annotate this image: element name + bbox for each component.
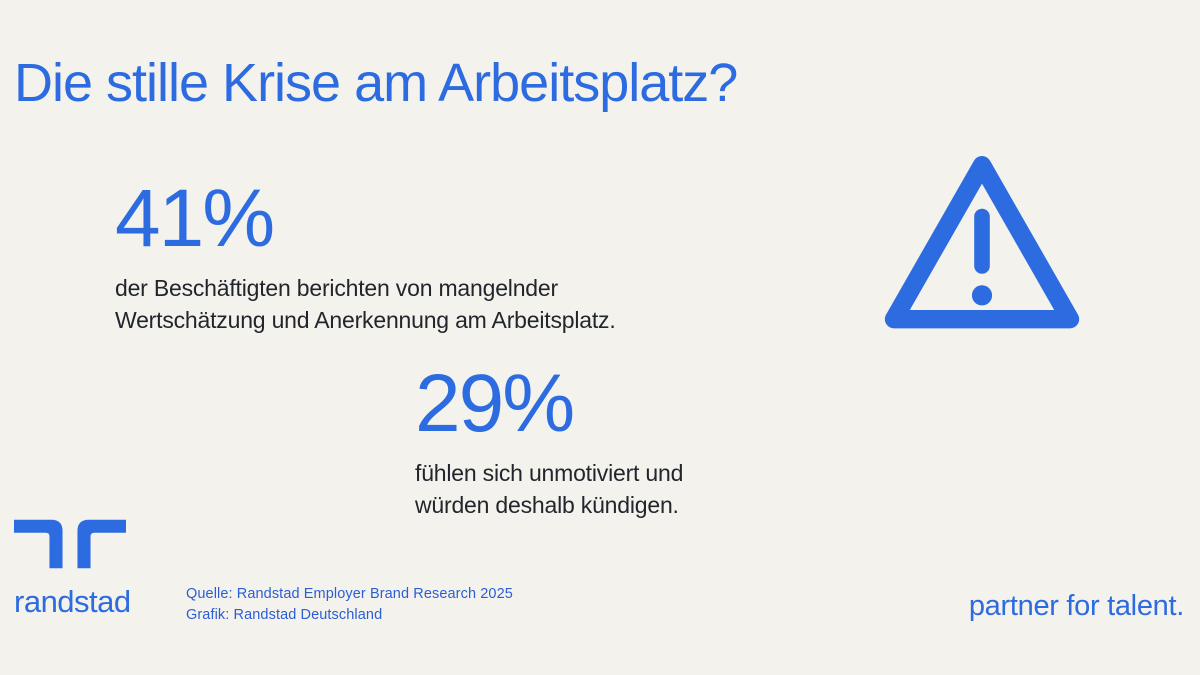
stat-block-29: 29% fühlen sich unmotiviert und würden d… [415, 363, 760, 521]
source-line-quelle: Quelle: Randstad Employer Brand Research… [186, 586, 513, 602]
source-line-grafik: Grafik: Randstad Deutschland [186, 607, 383, 624]
randstad-logo: randstad [14, 516, 144, 620]
stat-description-41: der Beschäftigten berichten von mangelnd… [115, 275, 616, 334]
stat-value-41: 41% [115, 173, 275, 264]
source-credits: Quelle: Randstad Employer Brand Research… [186, 584, 513, 626]
stat-value-29: 29% [415, 358, 575, 449]
warning-triangle-icon [872, 138, 1092, 350]
page-title: Die stille Krise am Arbeitsplatz? [14, 53, 738, 113]
stat-block-41: 41% der Beschäftigten berichten von mang… [115, 178, 675, 336]
randstad-logo-icon [14, 516, 144, 572]
stat-description-29: fühlen sich unmotiviert und würden desha… [415, 460, 684, 519]
brand-tagline: partner for talent. [968, 590, 1184, 622]
randstad-wordmark: randstad [14, 584, 131, 619]
